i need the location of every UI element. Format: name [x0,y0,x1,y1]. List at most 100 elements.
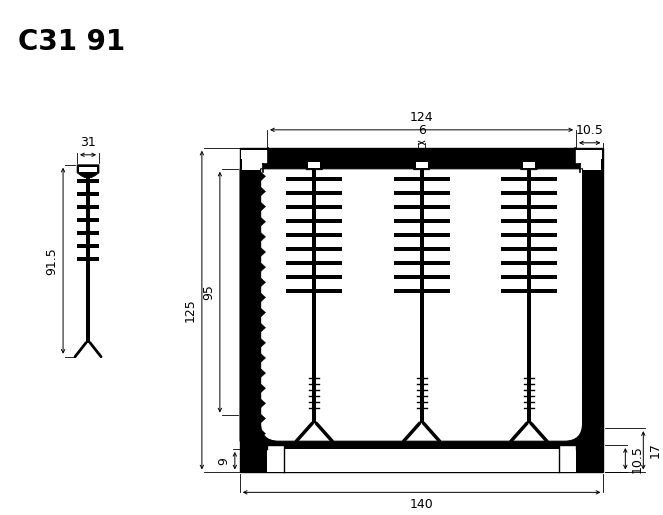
Polygon shape [424,233,450,237]
Polygon shape [90,192,99,196]
Text: 124: 124 [410,111,434,124]
Polygon shape [267,445,284,472]
Polygon shape [424,274,450,279]
Polygon shape [77,244,86,248]
Polygon shape [394,288,420,293]
Polygon shape [394,205,420,209]
Polygon shape [394,233,420,237]
Polygon shape [240,169,266,441]
Polygon shape [577,150,603,159]
Polygon shape [77,165,99,178]
Polygon shape [241,150,266,159]
Polygon shape [90,218,99,221]
Polygon shape [286,233,312,237]
Polygon shape [394,219,420,222]
Polygon shape [77,231,86,235]
Polygon shape [77,218,86,221]
Polygon shape [77,192,86,196]
Polygon shape [240,148,603,162]
Text: 95: 95 [202,284,215,300]
Polygon shape [424,219,450,222]
Polygon shape [394,177,420,181]
Polygon shape [316,191,342,195]
Polygon shape [559,445,576,472]
Text: 6: 6 [418,124,426,137]
Polygon shape [316,261,342,265]
Text: 17: 17 [648,442,661,458]
Polygon shape [316,247,342,251]
Polygon shape [501,191,527,195]
Text: 10.5: 10.5 [631,445,643,473]
Polygon shape [316,274,342,279]
Polygon shape [242,150,269,170]
Polygon shape [531,261,557,265]
Polygon shape [90,244,99,248]
Polygon shape [394,274,420,279]
Polygon shape [501,233,527,237]
Polygon shape [424,205,450,209]
Polygon shape [523,162,535,168]
Text: 31: 31 [80,136,96,149]
Polygon shape [501,219,527,222]
Polygon shape [575,150,601,170]
Polygon shape [424,247,450,251]
Polygon shape [284,449,559,472]
Polygon shape [312,413,316,423]
Text: 91.5: 91.5 [45,247,58,274]
Polygon shape [304,160,324,170]
Text: 140: 140 [410,499,434,511]
Polygon shape [286,261,312,265]
Polygon shape [412,160,432,170]
Polygon shape [501,288,527,293]
Polygon shape [416,162,428,168]
Polygon shape [286,177,312,181]
Polygon shape [531,191,557,195]
Polygon shape [86,165,90,335]
Polygon shape [316,219,342,222]
Polygon shape [424,288,450,293]
Polygon shape [286,247,312,251]
Polygon shape [501,177,527,181]
Polygon shape [79,167,97,172]
Polygon shape [90,205,99,209]
Polygon shape [286,288,312,293]
Polygon shape [519,160,539,170]
Polygon shape [86,335,90,342]
Polygon shape [527,169,531,413]
Polygon shape [420,169,424,413]
Polygon shape [90,256,99,261]
Polygon shape [531,233,557,237]
Polygon shape [77,205,86,209]
Polygon shape [583,169,603,441]
Polygon shape [312,169,316,413]
Polygon shape [316,233,342,237]
Polygon shape [420,413,424,423]
Polygon shape [531,274,557,279]
Polygon shape [501,205,527,209]
Polygon shape [501,274,527,279]
Polygon shape [286,219,312,222]
Polygon shape [77,256,86,261]
Polygon shape [424,261,450,265]
Polygon shape [531,247,557,251]
Text: 9: 9 [217,457,230,465]
Text: 10.5: 10.5 [575,124,604,137]
Polygon shape [316,177,342,181]
Polygon shape [308,162,320,168]
PathPatch shape [261,169,583,441]
Polygon shape [394,247,420,251]
Polygon shape [531,177,557,181]
Polygon shape [527,413,531,423]
Polygon shape [424,191,450,195]
Text: C31 91: C31 91 [18,28,125,56]
Polygon shape [316,205,342,209]
Polygon shape [286,274,312,279]
Polygon shape [77,179,86,183]
Polygon shape [394,261,420,265]
Polygon shape [501,261,527,265]
Polygon shape [286,205,312,209]
Polygon shape [394,191,420,195]
Polygon shape [90,231,99,235]
Polygon shape [424,177,450,181]
Polygon shape [316,288,342,293]
